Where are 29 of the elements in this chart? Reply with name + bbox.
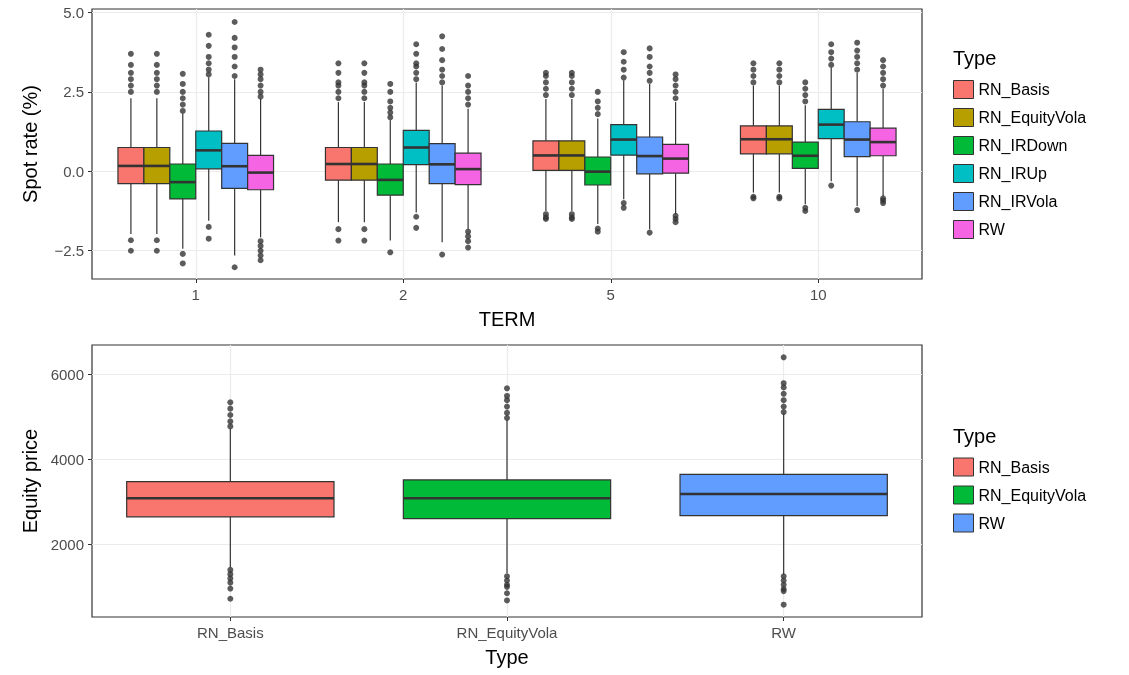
legend-label: RN_IRUp [978,165,1048,183]
legend-label: RN_IRVola [978,193,1058,211]
legend-label: RN_EquityVola [978,486,1087,505]
y-tick-label: 2000 [50,535,84,553]
legend-label: RW [978,221,1006,238]
x-tick-label: 10 [809,286,827,303]
y-axis-title: Spot rate (%) [19,85,41,203]
y-axis-title: Equity price [18,428,41,534]
x-tick-label: 5 [606,286,615,303]
x-axis-title: TERM [478,308,536,330]
y-tick-label: 6000 [50,366,84,384]
legend-label: RN_Basis [978,458,1050,477]
legend-title: Type [953,424,997,447]
y-tick-label: 5.0 [63,3,84,21]
x-tick-label: 1 [191,286,200,303]
y-tick-label: −2.5 [54,242,84,260]
x-tick-label: RN_EquityVola [456,624,559,641]
x-tick-label: RW [771,624,797,641]
legend-title: Type [953,47,997,69]
legend-label: RN_Basis [978,81,1050,99]
x-tick-label: RN_Basis [196,624,264,641]
y-tick-label: 4000 [50,451,84,469]
legend-label: RN_EquityVola [978,109,1087,127]
legend-label: RW [978,514,1006,532]
x-axis-title: Type [485,646,529,668]
y-tick-label: 0.0 [63,162,84,180]
y-tick-label: 2.5 [63,83,84,101]
legend-label: RN_IRDown [978,137,1068,155]
x-tick-label: 2 [399,286,408,303]
